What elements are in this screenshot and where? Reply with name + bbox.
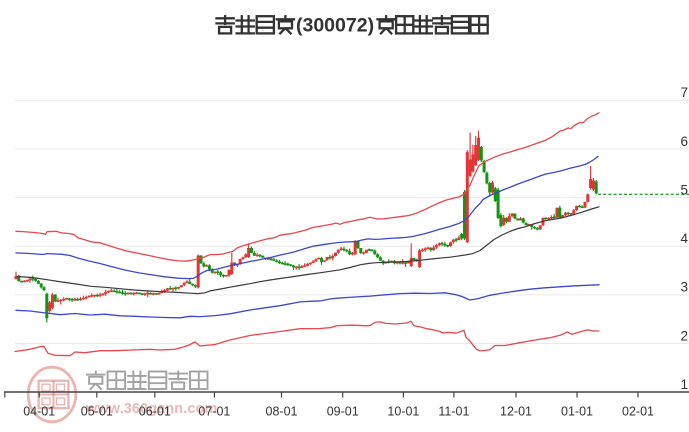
svg-text:08-01: 08-01 bbox=[266, 405, 298, 419]
svg-text:04-01: 04-01 bbox=[23, 405, 55, 419]
svg-text:11-01: 11-01 bbox=[438, 405, 469, 419]
svg-text:6: 6 bbox=[680, 134, 688, 149]
svg-text:12-01: 12-01 bbox=[500, 405, 532, 419]
svg-text:05-01: 05-01 bbox=[81, 405, 113, 419]
svg-text:09-01: 09-01 bbox=[327, 405, 359, 419]
svg-text:02-01: 02-01 bbox=[622, 405, 654, 419]
svg-text:1: 1 bbox=[680, 377, 688, 392]
svg-text:3: 3 bbox=[680, 280, 688, 295]
svg-text:4: 4 bbox=[680, 231, 688, 246]
svg-text:01-01: 01-01 bbox=[561, 405, 593, 419]
svg-text:10-01: 10-01 bbox=[387, 405, 419, 419]
svg-text:06-01: 06-01 bbox=[139, 405, 171, 419]
svg-text:www.360gann.com: www.360gann.com bbox=[85, 401, 218, 417]
svg-text:7: 7 bbox=[680, 85, 688, 100]
svg-text:(300072): (300072) bbox=[296, 15, 374, 37]
svg-text:2: 2 bbox=[680, 328, 688, 343]
svg-text:07-01: 07-01 bbox=[198, 405, 230, 419]
svg-text:5: 5 bbox=[680, 182, 688, 197]
